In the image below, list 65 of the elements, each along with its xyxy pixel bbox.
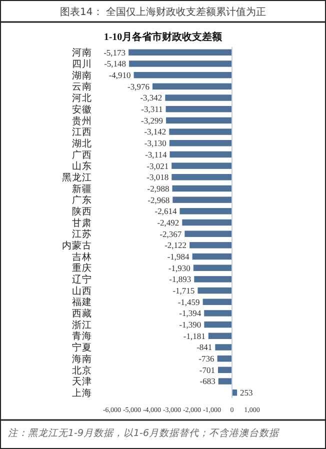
- y-tick-label: 新疆: [72, 182, 92, 195]
- y-tick-label: 甘肃: [72, 216, 92, 229]
- data-label: -4,910: [108, 70, 131, 80]
- y-tick-label: 山东: [72, 160, 92, 172]
- y-tick-label: 陕西: [72, 205, 92, 218]
- y-tick-label: 宁夏: [72, 342, 92, 354]
- data-label: -3,976: [128, 81, 150, 92]
- y-tick-label: 浙江: [72, 318, 92, 331]
- data-label: -736: [198, 354, 214, 364]
- y-tick-label: 河南: [72, 46, 92, 59]
- y-tick-label: 江西: [72, 126, 92, 138]
- data-label: -1,181: [183, 330, 206, 341]
- y-tick-label: 重庆: [72, 262, 92, 274]
- data-label: -5,148: [104, 58, 126, 69]
- data-label: -2,367: [160, 228, 182, 239]
- data-label: -5,173: [104, 47, 126, 58]
- data-label: -1,394: [179, 308, 202, 318]
- y-tick-label: 云南: [72, 80, 92, 93]
- y-tick-label: 辽宁: [72, 274, 92, 286]
- y-tick-label: 天津: [72, 376, 92, 388]
- y-tick-label: 山西: [72, 284, 92, 297]
- y-tick-label: 江苏: [72, 228, 92, 240]
- data-label: -2,968: [148, 194, 170, 205]
- data-label: -1,715: [172, 286, 195, 296]
- data-label: -1,984: [167, 252, 190, 262]
- y-tick-label: 福建: [72, 296, 92, 308]
- data-label: -3,299: [141, 115, 164, 126]
- data-label: -3,018: [146, 172, 169, 182]
- y-tick-label: 上海: [72, 386, 92, 399]
- y-tick-label: 湖南: [72, 69, 92, 82]
- y-tick-label: 安徽: [72, 103, 92, 116]
- y-tick-label: 河北: [72, 92, 92, 104]
- text: 注：黑龙江无1-9月数据，以1-6月数据替代；不含港澳台数据: [8, 427, 280, 439]
- y-tick-label: 四川: [72, 58, 92, 70]
- y-tick-label: 广东: [72, 194, 92, 206]
- y-tick-label: 内蒙古: [62, 240, 92, 252]
- data-label: -2,614: [154, 206, 178, 216]
- data-label: -3,130: [144, 138, 166, 148]
- data-label: -2,988: [147, 183, 170, 194]
- data-label: -1,390: [179, 320, 202, 330]
- data-label: -2,492: [157, 217, 180, 228]
- y-tick-label: 湖北: [72, 137, 92, 150]
- y-tick-label: 贵州: [72, 114, 92, 127]
- data-label: -1,893: [169, 274, 192, 284]
- y-tick-label: 青海: [72, 330, 92, 342]
- data-label: -3,342: [140, 92, 162, 103]
- data-label: -3,142: [144, 126, 166, 137]
- data-label: 253: [240, 388, 253, 398]
- data-label: -3,311: [141, 104, 163, 114]
- data-label: -1,459: [178, 296, 200, 307]
- data-label: -3,021: [146, 160, 169, 171]
- y-tick-label: 北京: [72, 364, 92, 376]
- y-tick-label: 海南: [72, 352, 92, 365]
- data-label: -3,114: [145, 149, 168, 160]
- y-tick-label: 广西: [72, 148, 92, 161]
- data-label: -841: [196, 342, 212, 352]
- data-label: -701: [199, 364, 215, 375]
- data-label: -1,930: [168, 262, 190, 273]
- y-tick-label: 黑龙江: [62, 171, 92, 184]
- chart-title: 图表14： 全国仅上海财政收支差额累计值为正: [60, 6, 266, 18]
- data-label: -2,122: [164, 240, 187, 250]
- chart-subtitle: 1-10月各省市财政收支差额: [104, 31, 224, 43]
- y-tick-label: 西藏: [72, 308, 92, 320]
- y-tick-label: 吉林: [72, 250, 92, 263]
- data-label: -683: [200, 376, 216, 386]
